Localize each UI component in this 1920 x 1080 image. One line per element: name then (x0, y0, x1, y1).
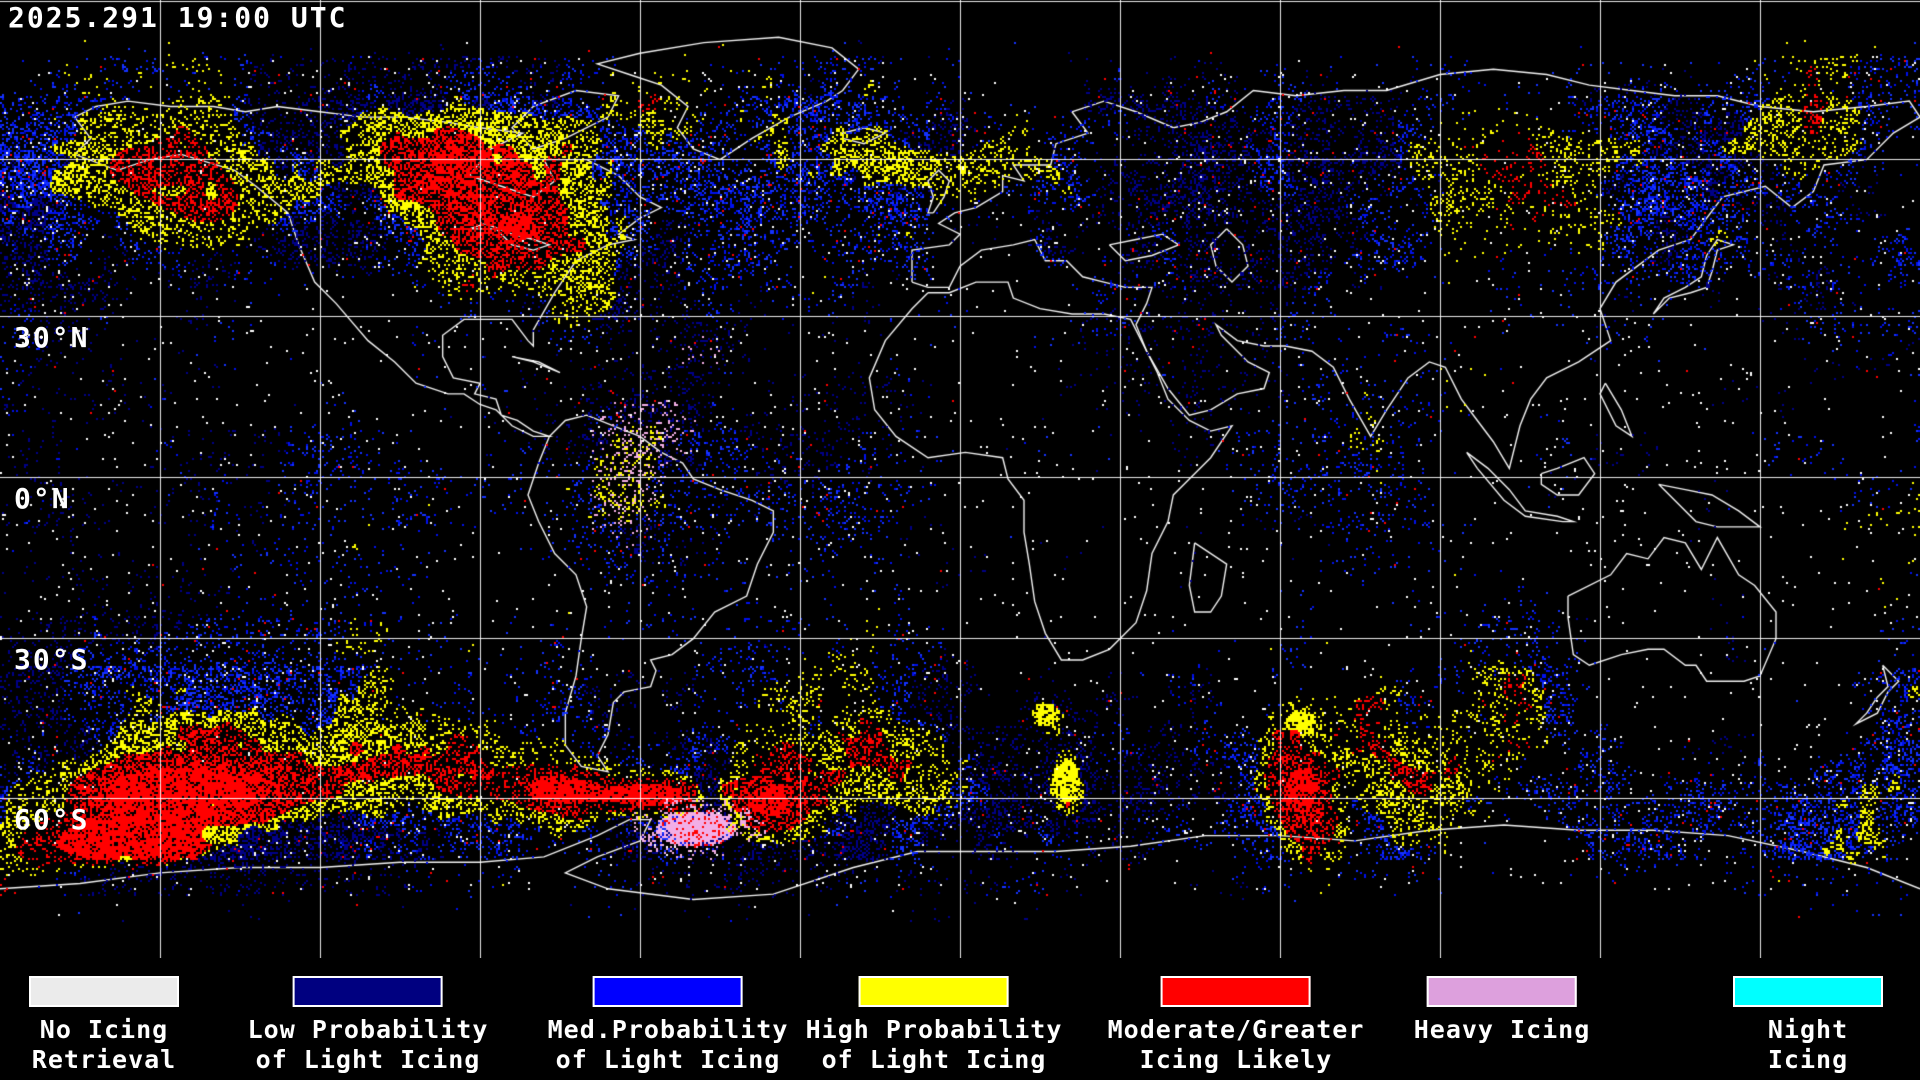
high-prob-light-icing-swatch (858, 976, 1009, 1007)
global-icing-map-canvas (0, 0, 1920, 958)
no-icing-retrieval-legend-item: No Icing Retrieval (29, 976, 179, 1075)
night-icing-legend-item: Night Icing (1733, 976, 1883, 1075)
lat-label: 60°S (14, 803, 90, 836)
moderate-greater-icing-swatch (1160, 976, 1311, 1007)
moderate-greater-icing-label: Moderate/Greater Icing Likely (1107, 1015, 1365, 1074)
med-prob-light-icing-label: Med.Probability of Light Icing (547, 1015, 789, 1074)
med-prob-light-icing-swatch (593, 976, 743, 1007)
low-prob-light-icing-legend-item: Low Probability of Light Icing (248, 976, 489, 1075)
lat-label: 0°N (14, 482, 71, 515)
heavy-icing-swatch (1426, 976, 1577, 1007)
legend: No Icing Retrieval Low Probability of Lig… (0, 958, 1920, 1080)
low-prob-light-icing-swatch (293, 976, 443, 1007)
lat-label: 30°N (14, 321, 90, 354)
high-prob-light-icing-legend-item: High Probability of Light Icing (806, 976, 1063, 1075)
night-icing-label: Night Icing (1767, 1015, 1849, 1074)
no-icing-retrieval-swatch (29, 976, 179, 1007)
heavy-icing-label: Heavy Icing (1413, 1015, 1591, 1044)
low-prob-light-icing-label: Low Probability of Light Icing (247, 1015, 489, 1074)
med-prob-light-icing-legend-item: Med.Probability of Light Icing (548, 976, 789, 1075)
high-prob-light-icing-label: High Probability of Light Icing (805, 1015, 1063, 1074)
night-icing-swatch (1733, 976, 1883, 1007)
timestamp: 2025.291 19:00 UTC (8, 1, 348, 34)
heavy-icing-legend-item: Heavy Icing (1414, 976, 1591, 1045)
no-icing-retrieval-label: No Icing Retrieval (31, 1015, 177, 1074)
moderate-greater-icing-legend-item: Moderate/Greater Icing Likely (1108, 976, 1365, 1075)
lat-label: 30°S (14, 643, 90, 676)
